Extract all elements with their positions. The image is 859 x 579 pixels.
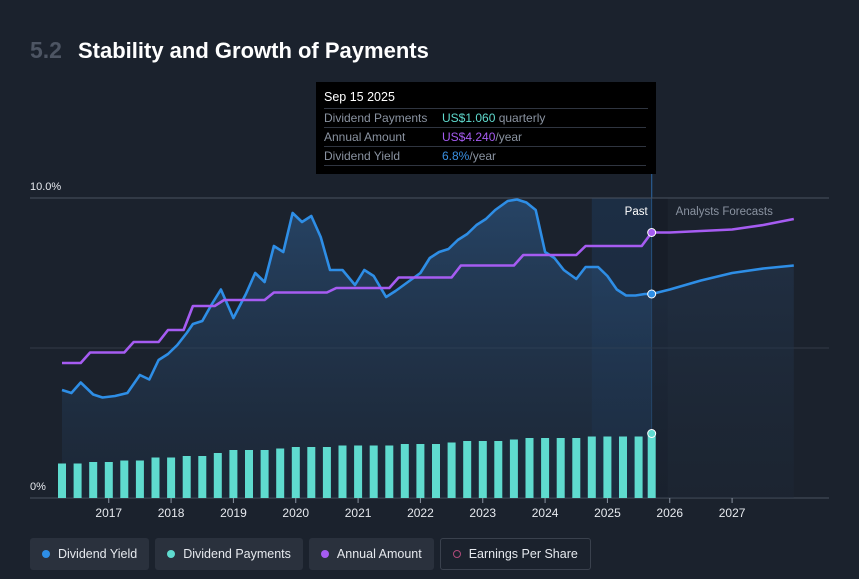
x-tick-label: 2020 xyxy=(282,506,309,520)
chart-tooltip: Sep 15 2025 Dividend Payments US$1.060 qu… xyxy=(316,82,656,174)
x-tick-label: 2023 xyxy=(469,506,496,520)
payment-bar xyxy=(322,447,331,498)
payment-bar xyxy=(509,439,518,498)
tooltip-value: 6.8% xyxy=(442,149,470,163)
x-tick-label: 2027 xyxy=(719,506,746,520)
payment-marker xyxy=(647,429,657,438)
x-tick-label: 2017 xyxy=(95,506,122,520)
yield-area-forecast xyxy=(651,265,794,498)
tooltip-date: Sep 15 2025 xyxy=(324,90,648,109)
payment-bar xyxy=(260,450,269,498)
legend-label: Earnings Per Share xyxy=(468,547,578,561)
payment-bar xyxy=(416,444,425,498)
x-tick-label: 2021 xyxy=(345,506,372,520)
tooltip-value: US$1.060 xyxy=(442,111,496,125)
payment-bar xyxy=(647,435,656,498)
payment-bar xyxy=(307,447,316,498)
tooltip-unit: quarterly xyxy=(495,111,546,125)
page-title: Stability and Growth of Payments xyxy=(77,38,429,63)
y-tick-label: 0% xyxy=(30,481,46,493)
x-tick-label: 2026 xyxy=(656,506,683,520)
payment-bar xyxy=(120,460,129,498)
payment-bar xyxy=(354,445,363,498)
payment-bar xyxy=(213,453,222,498)
payment-bar xyxy=(58,463,66,498)
legend-dot-icon xyxy=(167,550,176,558)
section-number: 5.2 xyxy=(30,37,62,63)
yield-marker xyxy=(647,289,657,299)
payment-bar xyxy=(151,457,160,498)
payment-bar xyxy=(229,450,238,498)
payment-bar xyxy=(603,436,612,498)
payment-bar xyxy=(198,456,207,498)
tooltip-value: US$4.240 xyxy=(442,130,496,144)
payment-bar xyxy=(245,450,253,498)
tooltip-unit: /year xyxy=(495,130,523,144)
payment-bar xyxy=(400,444,409,498)
tooltip-label: Annual Amount xyxy=(324,130,406,144)
payment-bar xyxy=(556,438,565,498)
legend-label: Annual Amount xyxy=(336,547,422,561)
x-tick-label: 2018 xyxy=(158,506,185,520)
tooltip-row: Dividend Yield 6.8%/year xyxy=(324,147,646,166)
payment-bar xyxy=(478,441,487,498)
legend-item-dividend-payments[interactable]: Dividend Payments xyxy=(155,538,303,570)
payment-bar xyxy=(432,444,440,498)
legend-dot-icon xyxy=(320,550,329,558)
x-tick-label: 2025 xyxy=(594,506,621,520)
legend-dot-icon xyxy=(452,550,461,558)
tooltip-row: Annual Amount US$4.240/year xyxy=(324,128,646,147)
x-tick-label: 2022 xyxy=(407,506,434,520)
payment-bar xyxy=(369,445,378,498)
legend-dot-icon xyxy=(42,550,50,558)
legend-item-dividend-yield[interactable]: Dividend Yield xyxy=(30,538,150,570)
payment-bar xyxy=(541,438,550,498)
tooltip-unit: /year xyxy=(469,149,497,163)
payment-bar xyxy=(89,462,98,498)
payment-bar xyxy=(276,448,285,498)
region-label-past: Past xyxy=(625,206,649,218)
tooltip-label: Dividend Yield xyxy=(324,149,401,163)
tooltip-label: Dividend Payments xyxy=(324,111,428,125)
annual-marker xyxy=(647,228,657,237)
x-tick-label: 2024 xyxy=(532,506,559,520)
legend-label: Dividend Yield xyxy=(58,547,138,561)
chart-legend: Dividend Yield Dividend Payments Annual Am… xyxy=(30,538,591,570)
payment-bar xyxy=(525,438,534,498)
payment-bar xyxy=(291,447,300,498)
payment-bar xyxy=(447,442,456,498)
payment-bar xyxy=(104,462,113,498)
yield-area-past xyxy=(62,199,652,498)
payment-bar xyxy=(587,436,596,498)
payment-bar xyxy=(494,441,503,498)
payment-bar xyxy=(135,460,144,498)
y-tick-label: 10.0% xyxy=(30,181,61,193)
legend-item-earnings-per-share[interactable]: Earnings Per Share xyxy=(439,538,591,570)
legend-item-annual-amount[interactable]: Annual Amount xyxy=(308,538,434,570)
payment-bar xyxy=(634,436,643,498)
payment-bar xyxy=(463,441,472,498)
payment-bar xyxy=(619,436,627,498)
payment-bar xyxy=(338,445,347,498)
payment-bar xyxy=(182,456,191,498)
payment-bar xyxy=(167,457,176,498)
yield-line xyxy=(61,198,794,399)
tooltip-row: Dividend Payments US$1.060 quarterly xyxy=(324,109,646,128)
payment-bar xyxy=(385,445,394,498)
dividend-chart: 10.0% 0% Past Analysts Forecasts 2017 2018 201… xyxy=(30,172,829,520)
x-tick-label: 2019 xyxy=(220,506,247,520)
payment-bar xyxy=(572,438,581,498)
region-label-forecast: Analysts Forecasts xyxy=(676,206,773,218)
payment-bar xyxy=(73,463,82,498)
legend-label: Dividend Payments xyxy=(183,547,291,561)
